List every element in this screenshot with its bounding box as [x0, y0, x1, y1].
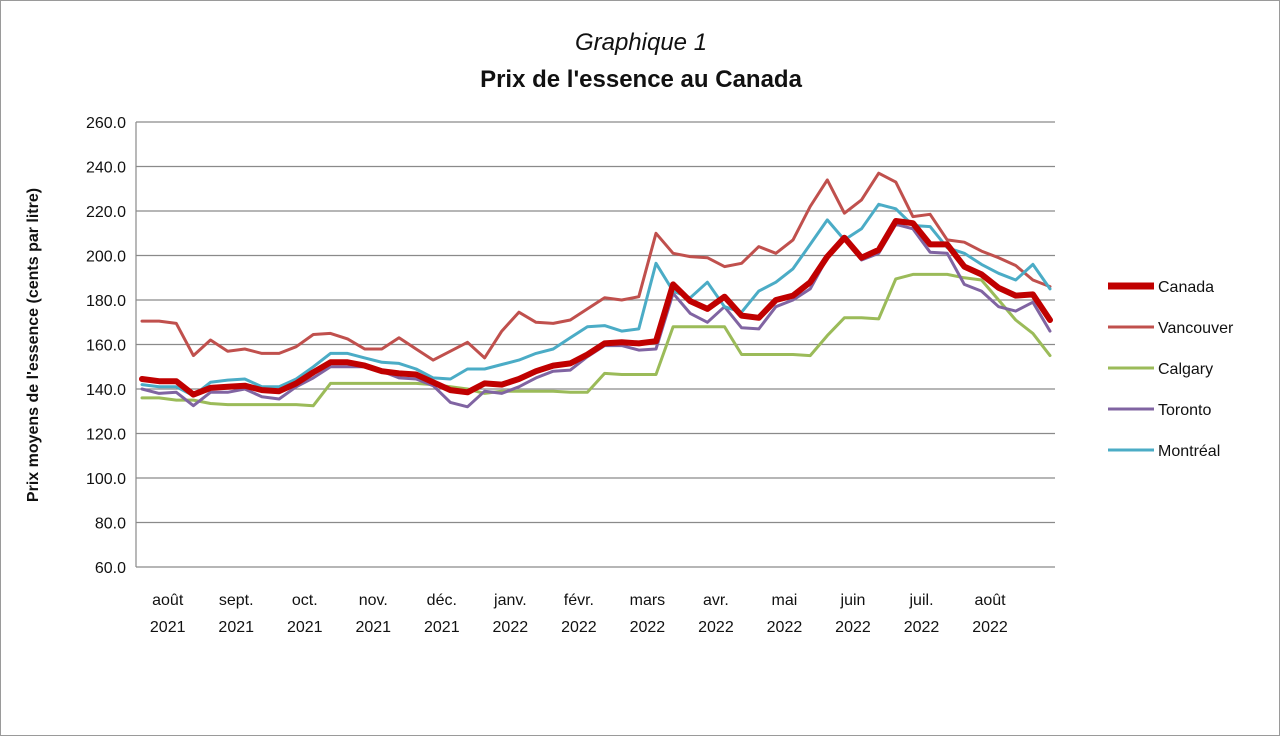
x-tick-month: oct. — [292, 592, 318, 609]
y-tick-labels: 260.0 240.0 220.0 200.0 180.0 160.0 140.0 120.0… — [86, 115, 126, 577]
x-tick-year: 2022 — [698, 619, 734, 636]
y-tick-label: 140.0 — [86, 382, 126, 399]
grid-lines — [135, 121, 1055, 568]
x-tick-year: 2022 — [493, 619, 529, 636]
y-tick-label: 120.0 — [86, 427, 126, 444]
x-tick-year: 2021 — [424, 619, 460, 636]
legend: Canada Vancouver Calgary Toronto Montréal — [1108, 279, 1234, 460]
x-tick-year: 2021 — [355, 619, 391, 636]
x-tick-year: 2021 — [218, 619, 254, 636]
x-tick-month: déc. — [427, 592, 457, 609]
y-tick-label: 60.0 — [95, 560, 126, 577]
legend-label: Montréal — [1158, 443, 1220, 460]
x-tick-year: 2022 — [904, 619, 940, 636]
y-tick-label: 180.0 — [86, 293, 126, 310]
x-tick-year: 2022 — [767, 619, 803, 636]
x-tick-month: nov. — [359, 592, 388, 609]
y-tick-label: 100.0 — [86, 471, 126, 488]
series-line-vancouver — [140, 171, 1052, 362]
legend-label: Calgary — [1158, 361, 1213, 378]
series-line-toronto — [140, 222, 1052, 409]
x-tick-year: 2021 — [150, 619, 186, 636]
y-axis-label: Prix moyens de l'essence (cents par litr… — [25, 188, 42, 502]
x-tick-year: 2022 — [630, 619, 666, 636]
chart-title: Prix de l'essence au Canada — [480, 66, 803, 93]
chart-subtitle: Graphique 1 — [575, 29, 707, 56]
x-tick-year: 2022 — [972, 619, 1008, 636]
x-tick-month: juil. — [909, 592, 934, 609]
y-tick-label: 240.0 — [86, 160, 126, 177]
y-tick-label: 160.0 — [86, 338, 126, 355]
x-tick-month: mars — [630, 592, 666, 609]
series-line-montral — [140, 202, 1052, 398]
x-tick-month: févr. — [564, 592, 594, 609]
series-line-calgary — [140, 272, 1052, 408]
x-tick-month: avr. — [703, 592, 729, 609]
x-tick-year: 2021 — [287, 619, 323, 636]
x-tick-year: 2022 — [561, 619, 597, 636]
legend-label: Canada — [1158, 279, 1214, 296]
x-tick-labels: août 2021 sept. 2021 oct. 2021 nov. 2021 déc. 202… — [150, 592, 1008, 636]
y-tick-label: 80.0 — [95, 516, 126, 533]
series-lines — [139, 171, 1053, 409]
y-tick-label: 260.0 — [86, 115, 126, 132]
x-tick-month: mai — [772, 592, 798, 609]
x-tick-month: janv. — [493, 592, 527, 609]
x-tick-year: 2022 — [835, 619, 871, 636]
x-tick-month: août — [152, 592, 184, 609]
y-tick-label: 200.0 — [86, 249, 126, 266]
x-tick-month: sept. — [219, 592, 254, 609]
series-line-canada — [139, 218, 1053, 398]
legend-label: Toronto — [1158, 402, 1211, 419]
x-tick-month: juin — [840, 592, 866, 609]
x-tick-month: août — [974, 592, 1006, 609]
y-tick-label: 220.0 — [86, 204, 126, 221]
legend-label: Vancouver — [1158, 320, 1234, 337]
